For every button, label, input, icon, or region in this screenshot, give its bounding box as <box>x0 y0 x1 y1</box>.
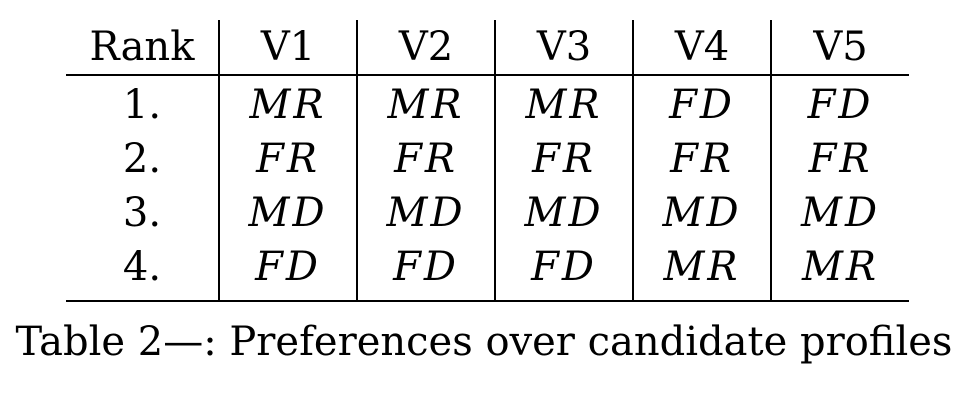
table-row: 3. MD MD MD MD MD <box>66 186 909 240</box>
table-cell: MR <box>356 75 495 132</box>
table-cell: FD <box>770 75 909 132</box>
table-caption: Table 2—: Preferences over candidate pro… <box>15 319 953 365</box>
table-cell: MD <box>218 186 357 240</box>
rank-cell: 4. <box>66 240 219 302</box>
preferences-table-container: Rank V1 V2 V3 V4 V5 1. MR MR MR FD FD 2.… <box>66 20 909 302</box>
header-v4: V4 <box>632 20 771 76</box>
header-v2: V2 <box>356 20 495 76</box>
table-cell: FR <box>218 132 357 186</box>
table-cell: FD <box>218 240 357 302</box>
table-cell: MD <box>632 186 771 240</box>
table-header-row: Rank V1 V2 V3 V4 V5 <box>66 20 909 76</box>
rank-cell: 1. <box>122 82 162 128</box>
table-row: 4. FD FD FD MR MR <box>66 240 909 302</box>
header-rank: Rank <box>66 20 219 76</box>
rank-cell: 2. <box>122 136 162 182</box>
table-cell: FR <box>770 132 909 186</box>
preferences-table: Rank V1 V2 V3 V4 V5 1. MR MR MR FD FD 2.… <box>66 20 909 302</box>
table-row: 1. MR MR MR FD FD <box>66 75 909 132</box>
table-cell: FD <box>494 240 633 302</box>
table-cell: MR <box>494 75 633 132</box>
table-cell: MD <box>356 186 495 240</box>
header-v1: V1 <box>218 20 357 76</box>
table-cell: MD <box>770 186 909 240</box>
table-cell: MR <box>770 240 909 302</box>
header-v3: V3 <box>494 20 633 76</box>
rank-cell: 3. <box>122 190 162 236</box>
table-cell: MR <box>632 240 771 302</box>
table-cell: FR <box>356 132 495 186</box>
table-cell: FR <box>494 132 633 186</box>
table-cell: MR <box>218 75 357 132</box>
table-cell: FR <box>632 132 771 186</box>
header-v5: V5 <box>770 20 909 76</box>
table-cell: FD <box>356 240 495 302</box>
table-cell: FD <box>632 75 771 132</box>
table-cell: MD <box>494 186 633 240</box>
table-row: 2. FR FR FR FR FR <box>66 132 909 186</box>
